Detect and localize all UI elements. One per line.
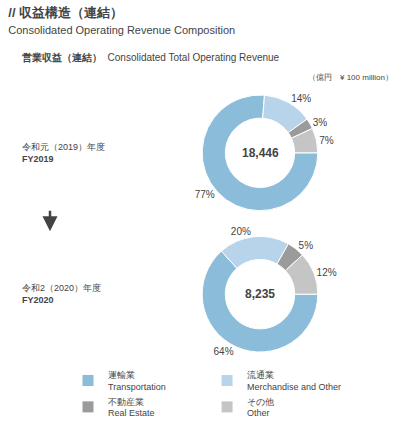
svg-text:20%: 20% xyxy=(231,226,251,237)
svg-text:7%: 7% xyxy=(319,135,334,146)
svg-text:3%: 3% xyxy=(313,117,328,128)
svg-text:令和2（2020）年度FY2020: 令和2（2020）年度FY2020 xyxy=(22,283,101,305)
svg-text:8,235: 8,235 xyxy=(245,287,275,301)
svg-text:不動産業Real Estate: 不動産業Real Estate xyxy=(108,397,155,419)
svg-text:64%: 64% xyxy=(214,346,234,357)
svg-text:12%: 12% xyxy=(317,267,337,278)
svg-text:// 収益構造（連結）Consolidated Operat: // 収益構造（連結）Consolidated Operating Revenu… xyxy=(8,5,235,36)
svg-text:営業収益（連結） Consolidated Total O: 営業収益（連結） Consolidated Total Operating Re… xyxy=(22,52,280,63)
svg-text:流通業Merchandise and Other: 流通業Merchandise and Other xyxy=(247,370,341,392)
svg-text:77%: 77% xyxy=(195,189,215,200)
svg-text:18,446: 18,446 xyxy=(242,146,279,160)
svg-text:その他Other: その他Other xyxy=(247,397,274,419)
svg-text:運輸業Transportation: 運輸業Transportation xyxy=(108,370,166,392)
svg-text:14%: 14% xyxy=(291,93,311,104)
svg-text:（億円 ¥ 100 million）: （億円 ¥ 100 million） xyxy=(308,73,393,82)
svg-text:令和元（2019）年度FY2019: 令和元（2019）年度FY2019 xyxy=(22,142,105,164)
svg-text:5%: 5% xyxy=(299,240,314,251)
